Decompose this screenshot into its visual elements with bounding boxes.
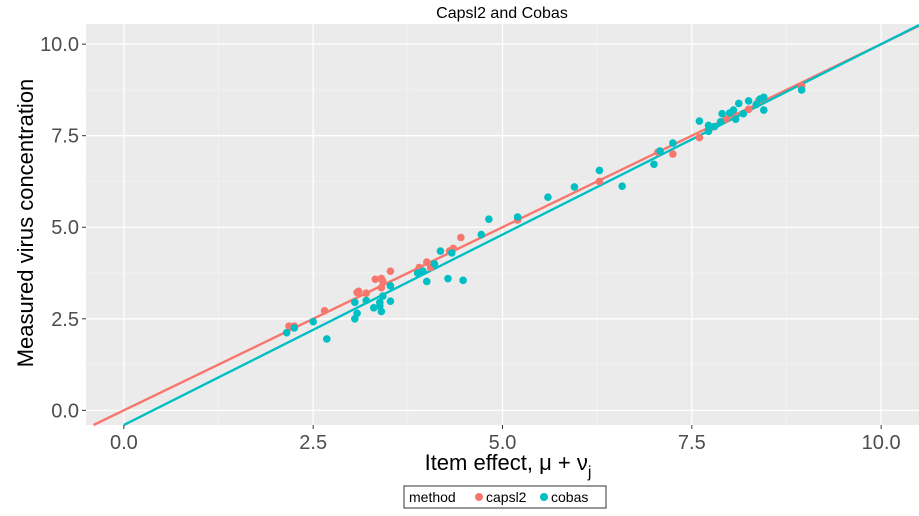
point-cobas <box>618 182 626 191</box>
point-cobas <box>595 166 604 175</box>
point-cobas <box>430 260 439 268</box>
y-axis-title: Measured virus concentration <box>13 79 38 368</box>
legend-key-capsl2 <box>475 493 483 501</box>
data-points <box>282 82 806 343</box>
x-axis-ticks: 0.0 2.5 5.0 7.5 10.0 <box>110 425 901 454</box>
point-cobas <box>386 282 395 290</box>
point-cobas <box>704 121 713 130</box>
point-cobas <box>444 274 452 283</box>
point-cobas <box>669 139 677 147</box>
y-tick-label: 0.0 <box>51 400 79 422</box>
point-cobas <box>716 117 725 126</box>
x-tick-label: 10.0 <box>862 432 901 454</box>
point-cobas <box>477 230 486 239</box>
point-cobas <box>544 193 552 202</box>
point-capsl2 <box>320 306 329 315</box>
point-capsl2 <box>457 233 465 242</box>
point-cobas <box>759 93 768 102</box>
point-cobas <box>744 97 753 105</box>
point-capsl2 <box>744 105 753 114</box>
point-capsl2 <box>595 177 604 186</box>
point-capsl2 <box>354 287 363 296</box>
point-cobas <box>695 117 704 125</box>
x-tick-label: 5.0 <box>489 432 517 454</box>
point-cobas <box>570 183 579 191</box>
point-cobas <box>650 160 658 169</box>
y-tick-label: 5.0 <box>51 217 79 239</box>
point-cobas <box>323 335 331 343</box>
point-cobas <box>797 86 806 94</box>
legend-key-cobas <box>540 493 548 501</box>
point-cobas <box>351 298 359 307</box>
point-cobas <box>459 276 467 285</box>
fit-lines <box>93 24 919 427</box>
point-capsl2 <box>379 277 387 286</box>
x-axis-title-subscript: j <box>587 464 592 481</box>
point-cobas <box>290 324 299 332</box>
x-axis-title-main: Item effect, μ + ν <box>425 450 588 475</box>
point-cobas <box>422 277 431 286</box>
point-capsl2 <box>422 258 431 266</box>
point-cobas <box>447 249 456 257</box>
legend-label-cobas: cobas <box>551 489 588 505</box>
point-cobas <box>485 215 493 223</box>
x-tick-label: 2.5 <box>299 432 327 454</box>
x-axis-title: Item effect, μ + νj <box>425 450 592 481</box>
point-cobas <box>734 99 743 108</box>
fit-line-cobas <box>123 24 919 427</box>
point-cobas <box>739 109 748 118</box>
x-tick-label: 7.5 <box>678 432 706 454</box>
point-cobas <box>729 106 738 114</box>
point-capsl2 <box>377 283 386 292</box>
y-tick-label: 7.5 <box>51 126 79 148</box>
point-cobas <box>436 247 445 255</box>
point-cobas <box>386 297 395 306</box>
point-cobas <box>710 122 719 131</box>
point-cobas <box>282 328 291 337</box>
point-cobas <box>419 267 427 275</box>
point-capsl2 <box>669 150 677 158</box>
point-capsl2 <box>362 289 370 297</box>
point-cobas <box>718 109 726 118</box>
y-axis-ticks: 0.0 2.5 5.0 7.5 10.0 <box>40 34 86 422</box>
chart-title: Capsl2 and Cobas <box>436 5 568 22</box>
legend: method capsl2 cobas <box>403 485 607 509</box>
point-cobas <box>759 106 768 114</box>
point-capsl2 <box>371 275 380 284</box>
point-capsl2 <box>695 133 704 142</box>
point-cobas <box>362 296 370 305</box>
legend-title: method <box>409 489 456 505</box>
point-cobas <box>656 147 664 155</box>
point-cobas <box>513 213 522 221</box>
point-cobas <box>309 317 317 326</box>
legend-box <box>403 485 607 509</box>
point-cobas <box>379 292 387 300</box>
point-cobas <box>704 127 713 136</box>
point-cobas <box>752 100 760 109</box>
point-cobas <box>369 304 378 312</box>
point-cobas <box>353 309 361 318</box>
legend-label-capsl2: capsl2 <box>486 489 527 505</box>
point-cobas <box>731 115 740 124</box>
y-tick-label: 10.0 <box>40 34 79 56</box>
y-tick-label: 2.5 <box>51 309 79 331</box>
fit-line-capsl2 <box>93 24 919 427</box>
point-capsl2 <box>386 267 395 275</box>
point-cobas <box>377 307 386 316</box>
x-tick-label: 0.0 <box>110 432 138 454</box>
